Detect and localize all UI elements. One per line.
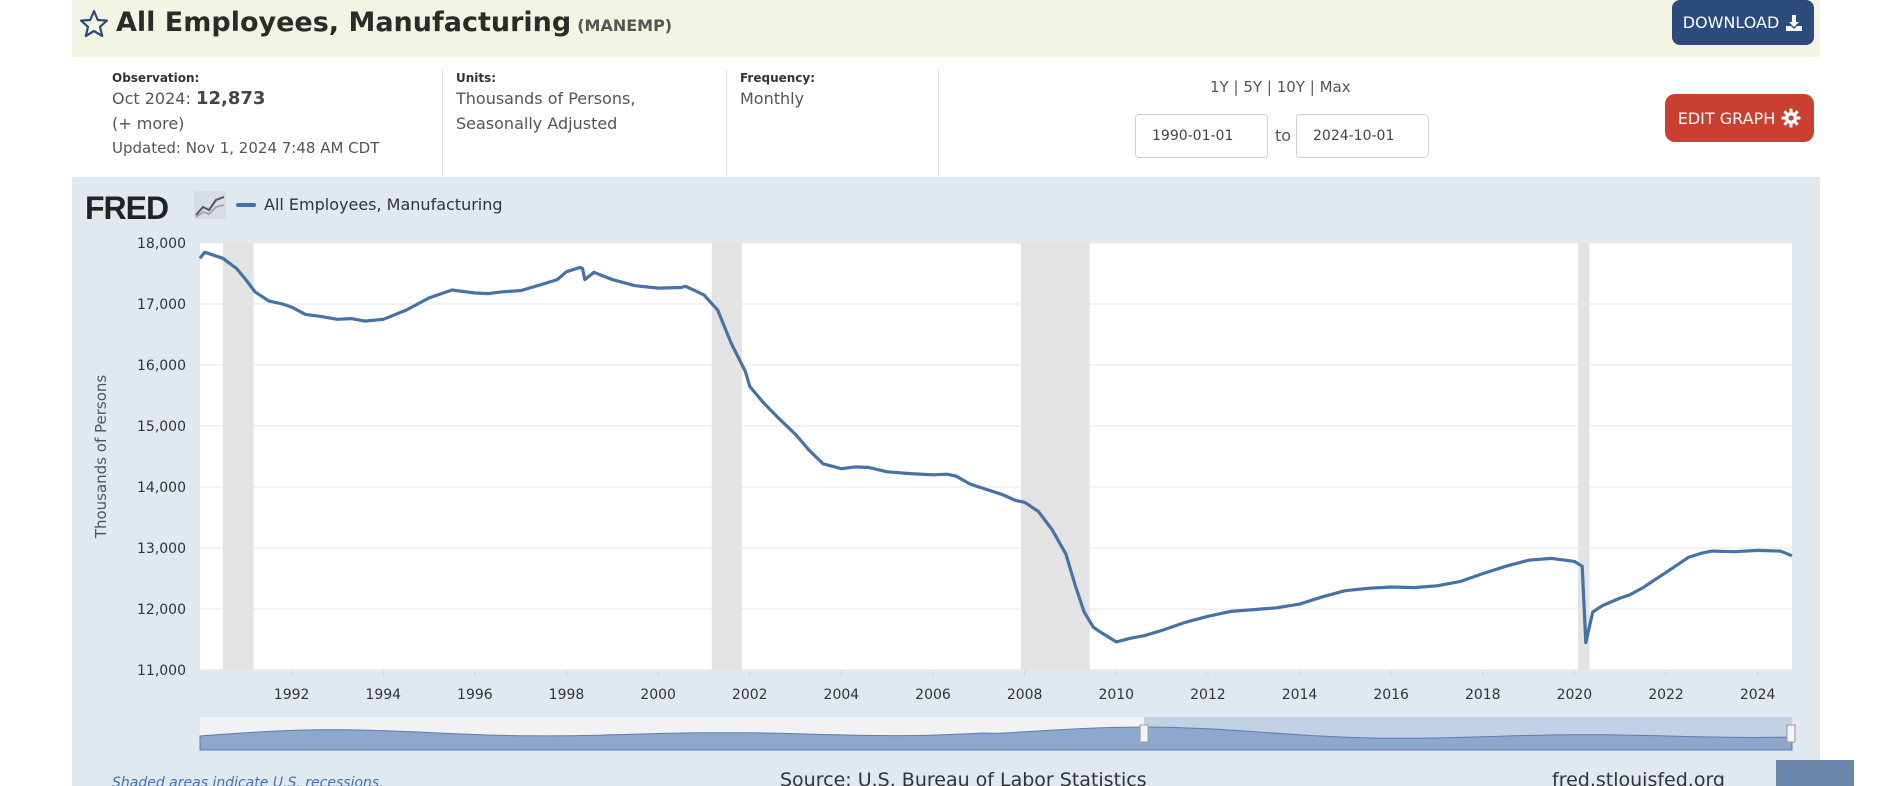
data-source: Source: U.S. Bureau of Labor Statistics xyxy=(780,769,1147,786)
chart-panel: FRED All Employees, Manufacturing 11,000… xyxy=(72,177,1854,786)
observation-block: Observation: Oct 2024: 12,873 (+ more) U… xyxy=(112,70,432,161)
gear-icon xyxy=(1781,108,1801,128)
observation-date: Oct 2024: xyxy=(112,89,191,108)
x-tick-label: 2020 xyxy=(1557,687,1593,703)
updated-line: Updated: Nov 1, 2024 7:48 AM CDT xyxy=(112,136,432,161)
meta-divider xyxy=(726,70,727,176)
to-label: to xyxy=(1275,126,1292,145)
observation-label: Observation: xyxy=(112,71,200,85)
title-bar: All Employees, Manufacturing (MANEMP) xyxy=(72,0,1820,57)
legend-label: All Employees, Manufacturing xyxy=(264,195,503,214)
star-outline-icon[interactable] xyxy=(78,8,110,40)
more-observations-link[interactable]: (+ more) xyxy=(112,114,185,133)
updated-value: Nov 1, 2024 7:48 AM CDT xyxy=(185,139,380,157)
range-separator: | xyxy=(1233,78,1239,96)
end-date-input[interactable] xyxy=(1296,114,1429,158)
series-title-text: All Employees, Manufacturing xyxy=(116,7,572,38)
y-axis-label: Thousands of Persons xyxy=(92,375,110,540)
y-tick-label: 13,000 xyxy=(137,541,186,557)
x-tick-label: 1998 xyxy=(549,687,585,703)
download-label: DOWNLOAD xyxy=(1682,13,1780,32)
updated-label: Updated: xyxy=(112,139,181,157)
fred-url[interactable]: fred.stlouisfed.org xyxy=(1552,769,1725,786)
navigator-left-handle[interactable] xyxy=(1139,724,1149,743)
frequency-label: Frequency: xyxy=(740,71,816,85)
y-tick-label: 12,000 xyxy=(137,602,186,618)
range-separator: | xyxy=(1266,78,1272,96)
x-tick-label: 1996 xyxy=(457,687,493,703)
series-code: (MANEMP) xyxy=(577,16,673,35)
x-tick-label: 2000 xyxy=(640,687,676,703)
series-title: All Employees, Manufacturing (MANEMP) xyxy=(116,7,672,38)
x-tick-label: 2008 xyxy=(1007,687,1043,703)
recession-footnote: Shaded areas indicate U.S. recessions. xyxy=(112,775,384,786)
units-label: Units: xyxy=(456,71,497,85)
download-tray-icon xyxy=(1786,14,1803,31)
observation-line: Oct 2024: 12,873 xyxy=(112,86,432,111)
observation-value: 12,873 xyxy=(195,88,266,109)
chart-legend: All Employees, Manufacturing xyxy=(236,195,503,214)
range-10y-link[interactable]: 10Y xyxy=(1276,78,1305,96)
x-tick-label: 1992 xyxy=(274,687,310,703)
x-tick-label: 2006 xyxy=(915,687,951,703)
x-tick-label: 2012 xyxy=(1190,687,1226,703)
meta-divider xyxy=(442,70,443,176)
units-block: Units: Thousands of Persons, Seasonally … xyxy=(456,70,716,136)
x-tick-label: 2016 xyxy=(1373,687,1409,703)
edit-graph-button[interactable]: EDIT GRAPH xyxy=(1665,94,1814,142)
meta-divider xyxy=(938,70,939,176)
line-graph-icon xyxy=(194,191,226,219)
range-max-link[interactable]: Max xyxy=(1319,78,1351,96)
y-tick-label: 15,000 xyxy=(137,419,186,435)
start-date-input[interactable] xyxy=(1135,114,1268,158)
y-tick-label: 14,000 xyxy=(137,480,186,496)
recession-band xyxy=(711,243,742,670)
x-tick-label: 2010 xyxy=(1098,687,1134,703)
recession-band xyxy=(1578,243,1590,670)
range-separator: | xyxy=(1309,78,1315,96)
range-links: 1Y | 5Y | 10Y | Max xyxy=(1210,78,1351,96)
navigator-series xyxy=(199,726,1793,751)
y-tick-label: 11,000 xyxy=(137,663,186,679)
share-panel[interactable] xyxy=(1776,760,1854,786)
x-tick-label: 2004 xyxy=(824,687,860,703)
y-tick-label: 18,000 xyxy=(137,236,186,252)
navigator-right-handle[interactable] xyxy=(1786,724,1796,743)
x-tick-label: 2024 xyxy=(1740,687,1776,703)
recession-band xyxy=(1020,243,1090,670)
edit-graph-label: EDIT GRAPH xyxy=(1677,108,1776,128)
range-5y-link[interactable]: 5Y xyxy=(1243,78,1263,96)
x-tick-label: 2018 xyxy=(1465,687,1501,703)
y-tick-label: 16,000 xyxy=(137,358,186,374)
line-chart: 11,000 12,000 13,000 14,000 15,000 16,000 17,0… xyxy=(92,236,1796,751)
x-tick-label: 2002 xyxy=(732,687,768,703)
units-line-1: Thousands of Persons, xyxy=(456,89,636,108)
plot-area xyxy=(200,243,1792,670)
x-tick-label: 2014 xyxy=(1282,687,1318,703)
series-line-manufacturing-employees xyxy=(198,250,1793,645)
x-tick-label: 1994 xyxy=(365,687,401,703)
frequency-block: Frequency: Monthly xyxy=(740,70,940,111)
download-button[interactable]: DOWNLOAD xyxy=(1672,0,1814,45)
fred-logo[interactable]: FRED xyxy=(85,190,169,226)
units-line-2: Seasonally Adjusted xyxy=(456,114,618,133)
y-tick-label: 17,000 xyxy=(137,297,186,313)
x-tick-label: 2022 xyxy=(1648,687,1684,703)
recession-band xyxy=(222,243,254,670)
range-1y-link[interactable]: 1Y xyxy=(1210,78,1229,96)
legend-swatch xyxy=(236,202,256,207)
frequency-value: Monthly xyxy=(740,89,805,108)
